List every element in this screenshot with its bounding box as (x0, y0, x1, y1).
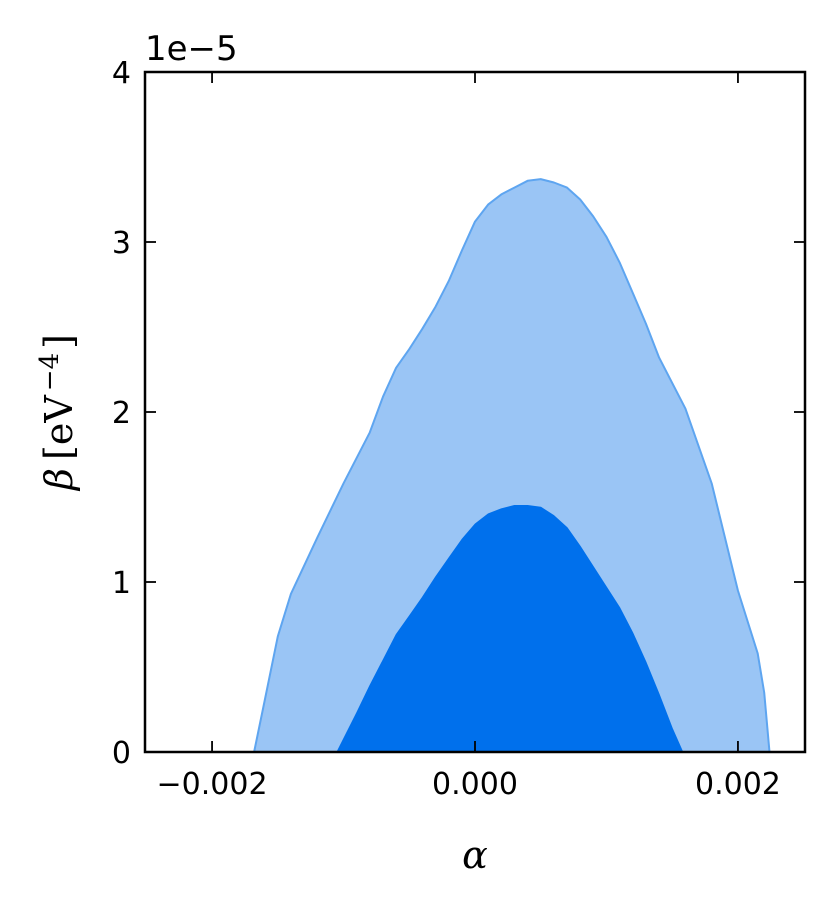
y-axis-unit: [eV (37, 395, 81, 460)
contour-regions (253, 178, 771, 753)
inner-contour-region (336, 505, 684, 753)
y-axis-label: β [eV −4 ] (35, 334, 81, 492)
y-tick-label: 3 (112, 226, 131, 261)
y-tick-labels: 0 1 2 3 4 (112, 56, 131, 771)
x-axis-label: α (462, 833, 488, 877)
y-axis-close: ] (37, 334, 81, 349)
y-axis-symbol: β (37, 468, 81, 492)
plot-frame (143, 70, 807, 754)
x-tick-label: 0.002 (695, 767, 781, 802)
y-tick-label: 2 (112, 396, 131, 431)
outer-contour-region (253, 178, 771, 753)
y-tick-label: 1 (112, 566, 131, 601)
x-tick-label: 0.000 (432, 767, 518, 802)
x-tick-label: −0.002 (157, 767, 268, 802)
y-axis-exponent: −4 (35, 353, 65, 391)
y-offset-label: 1e−5 (145, 29, 238, 69)
y-tick-label: 4 (112, 56, 131, 91)
x-tick-labels: −0.002 0.000 0.002 (157, 767, 781, 802)
y-tick-label: 0 (112, 736, 131, 771)
